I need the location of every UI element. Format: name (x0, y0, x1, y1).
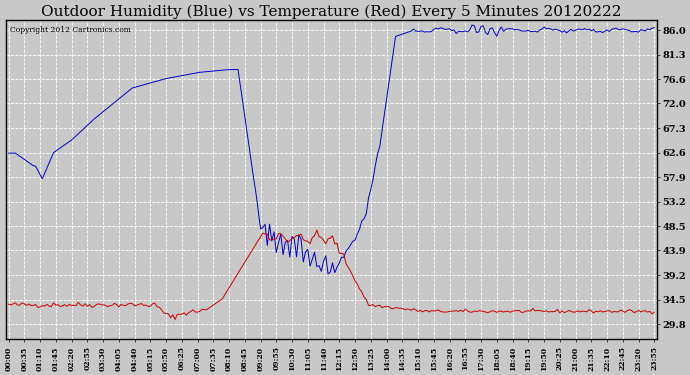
Title: Outdoor Humidity (Blue) vs Temperature (Red) Every 5 Minutes 20120222: Outdoor Humidity (Blue) vs Temperature (… (41, 4, 622, 18)
Text: Copyright 2012 Cartronics.com: Copyright 2012 Cartronics.com (10, 26, 130, 34)
